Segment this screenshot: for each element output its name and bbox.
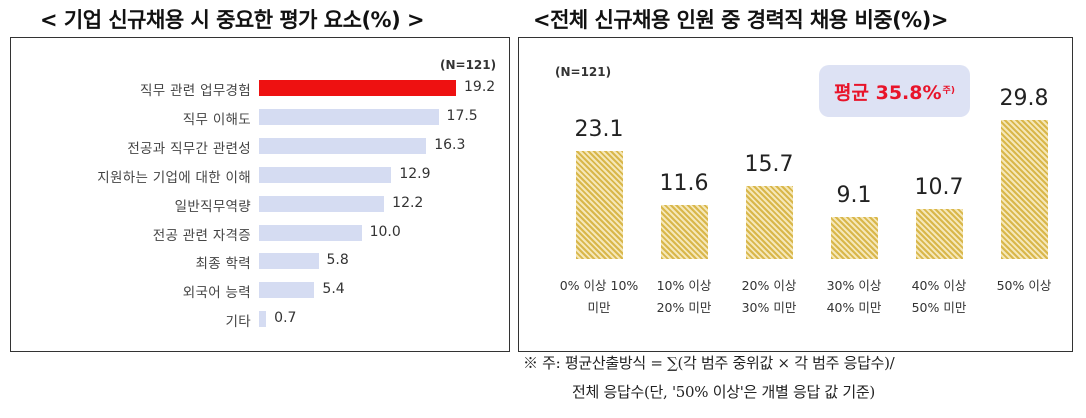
category-label: 직무 이해도 xyxy=(182,111,251,128)
footnote-line-2: 전체 응답수(단, '50% 이상'은 개별 응답 값 기준) xyxy=(572,383,875,401)
category-label-line: 50% 미만 xyxy=(911,300,967,315)
bar xyxy=(259,108,439,125)
bar xyxy=(259,166,392,183)
category-label: 전공 관련 자격증 xyxy=(152,227,251,244)
bar xyxy=(830,216,878,259)
category-label: 전공과 직무간 관련성 xyxy=(127,140,251,157)
category-label-line: 40% 미만 xyxy=(826,300,882,315)
category-label: 지원하는 기업에 대한 이해 xyxy=(97,169,251,186)
bar xyxy=(1000,120,1048,259)
average-badge: 평균 35.8%주) xyxy=(819,65,970,117)
bar xyxy=(259,137,427,154)
bar xyxy=(259,311,267,328)
category-label-line: 20% 이상 xyxy=(741,278,797,293)
average-footnote-marker: 주) xyxy=(942,86,955,96)
category-label: 50% 이상 xyxy=(983,275,1065,297)
left-chart-title: < 기업 신규채용 시 중요한 평가 요소(%) > xyxy=(40,8,425,32)
category-label: 30% 이상 40% 미만 xyxy=(813,275,895,319)
category-label: 외국어 능력 xyxy=(182,285,251,302)
value-label: 9.1 xyxy=(836,182,872,208)
value-label: 10.0 xyxy=(369,223,401,240)
value-label: 23.1 xyxy=(574,117,624,143)
category-label-line: 미만 xyxy=(587,300,611,315)
value-label: 29.8 xyxy=(999,86,1049,111)
bar xyxy=(915,209,963,259)
right-chart-title: <전체 신규채용 인원 중 경력직 채용 비중(%)> xyxy=(533,8,948,32)
value-label: 17.5 xyxy=(446,107,478,124)
category-label: 40% 이상 50% 미만 xyxy=(898,275,980,319)
evaluation-factors-chart: (N=121) 직무 관련 업무경험 19.2 직무 이해도 17.5 전공과 직무간 … xyxy=(10,37,510,352)
category-label-line: 0% 이상 10% xyxy=(559,278,639,293)
category-label-line: 50% 이상 xyxy=(996,278,1052,293)
category-label-line: 20% 미만 xyxy=(656,300,712,315)
value-label: 15.7 xyxy=(744,151,794,177)
category-label: 기타 xyxy=(225,314,251,331)
average-label: 평균 35.8% xyxy=(834,82,942,104)
value-label: 0.7 xyxy=(274,310,297,327)
category-label: 일반직무역량 xyxy=(174,198,251,215)
value-label: 5.8 xyxy=(326,252,349,269)
bar xyxy=(660,204,708,259)
bar xyxy=(259,224,362,241)
sample-size-label: (N=121) xyxy=(440,58,497,72)
category-label: 20% 이상 30% 미만 xyxy=(728,275,810,319)
category-label-line: 40% 이상 xyxy=(911,278,967,293)
category-label-line: 30% 미만 xyxy=(741,300,797,315)
value-label: 12.9 xyxy=(399,165,431,182)
footnote-line-1: ※ 주: 평균산출방식 = ∑(각 범주 중위값 × 각 범주 응답수)/ xyxy=(523,354,895,372)
value-label: 16.3 xyxy=(434,136,466,153)
bar xyxy=(745,185,793,259)
bar xyxy=(575,151,623,259)
value-label: 12.2 xyxy=(392,194,424,211)
category-label-line: 30% 이상 xyxy=(826,278,882,293)
value-label: 19.2 xyxy=(464,79,496,95)
value-label: 11.6 xyxy=(659,170,709,196)
value-label: 5.4 xyxy=(322,281,345,298)
category-label: 직무 관련 업무경험 xyxy=(140,83,251,99)
category-label: 10% 이상 20% 미만 xyxy=(643,275,725,319)
bar xyxy=(259,282,315,299)
category-label-line: 10% 이상 xyxy=(656,278,712,293)
category-label: 최종 학력 xyxy=(195,256,251,273)
category-label: 0% 이상 10% 미만 xyxy=(558,275,640,319)
value-label: 10.7 xyxy=(914,175,964,201)
experienced-hire-share-chart: (N=121) 평균 35.8%주) 23.1 0% 이상 10% 미만 11.6 10… xyxy=(518,37,1073,352)
sample-size-label: (N=121) xyxy=(555,65,612,79)
bar xyxy=(259,195,385,212)
bar xyxy=(259,80,456,96)
bar xyxy=(259,253,319,270)
